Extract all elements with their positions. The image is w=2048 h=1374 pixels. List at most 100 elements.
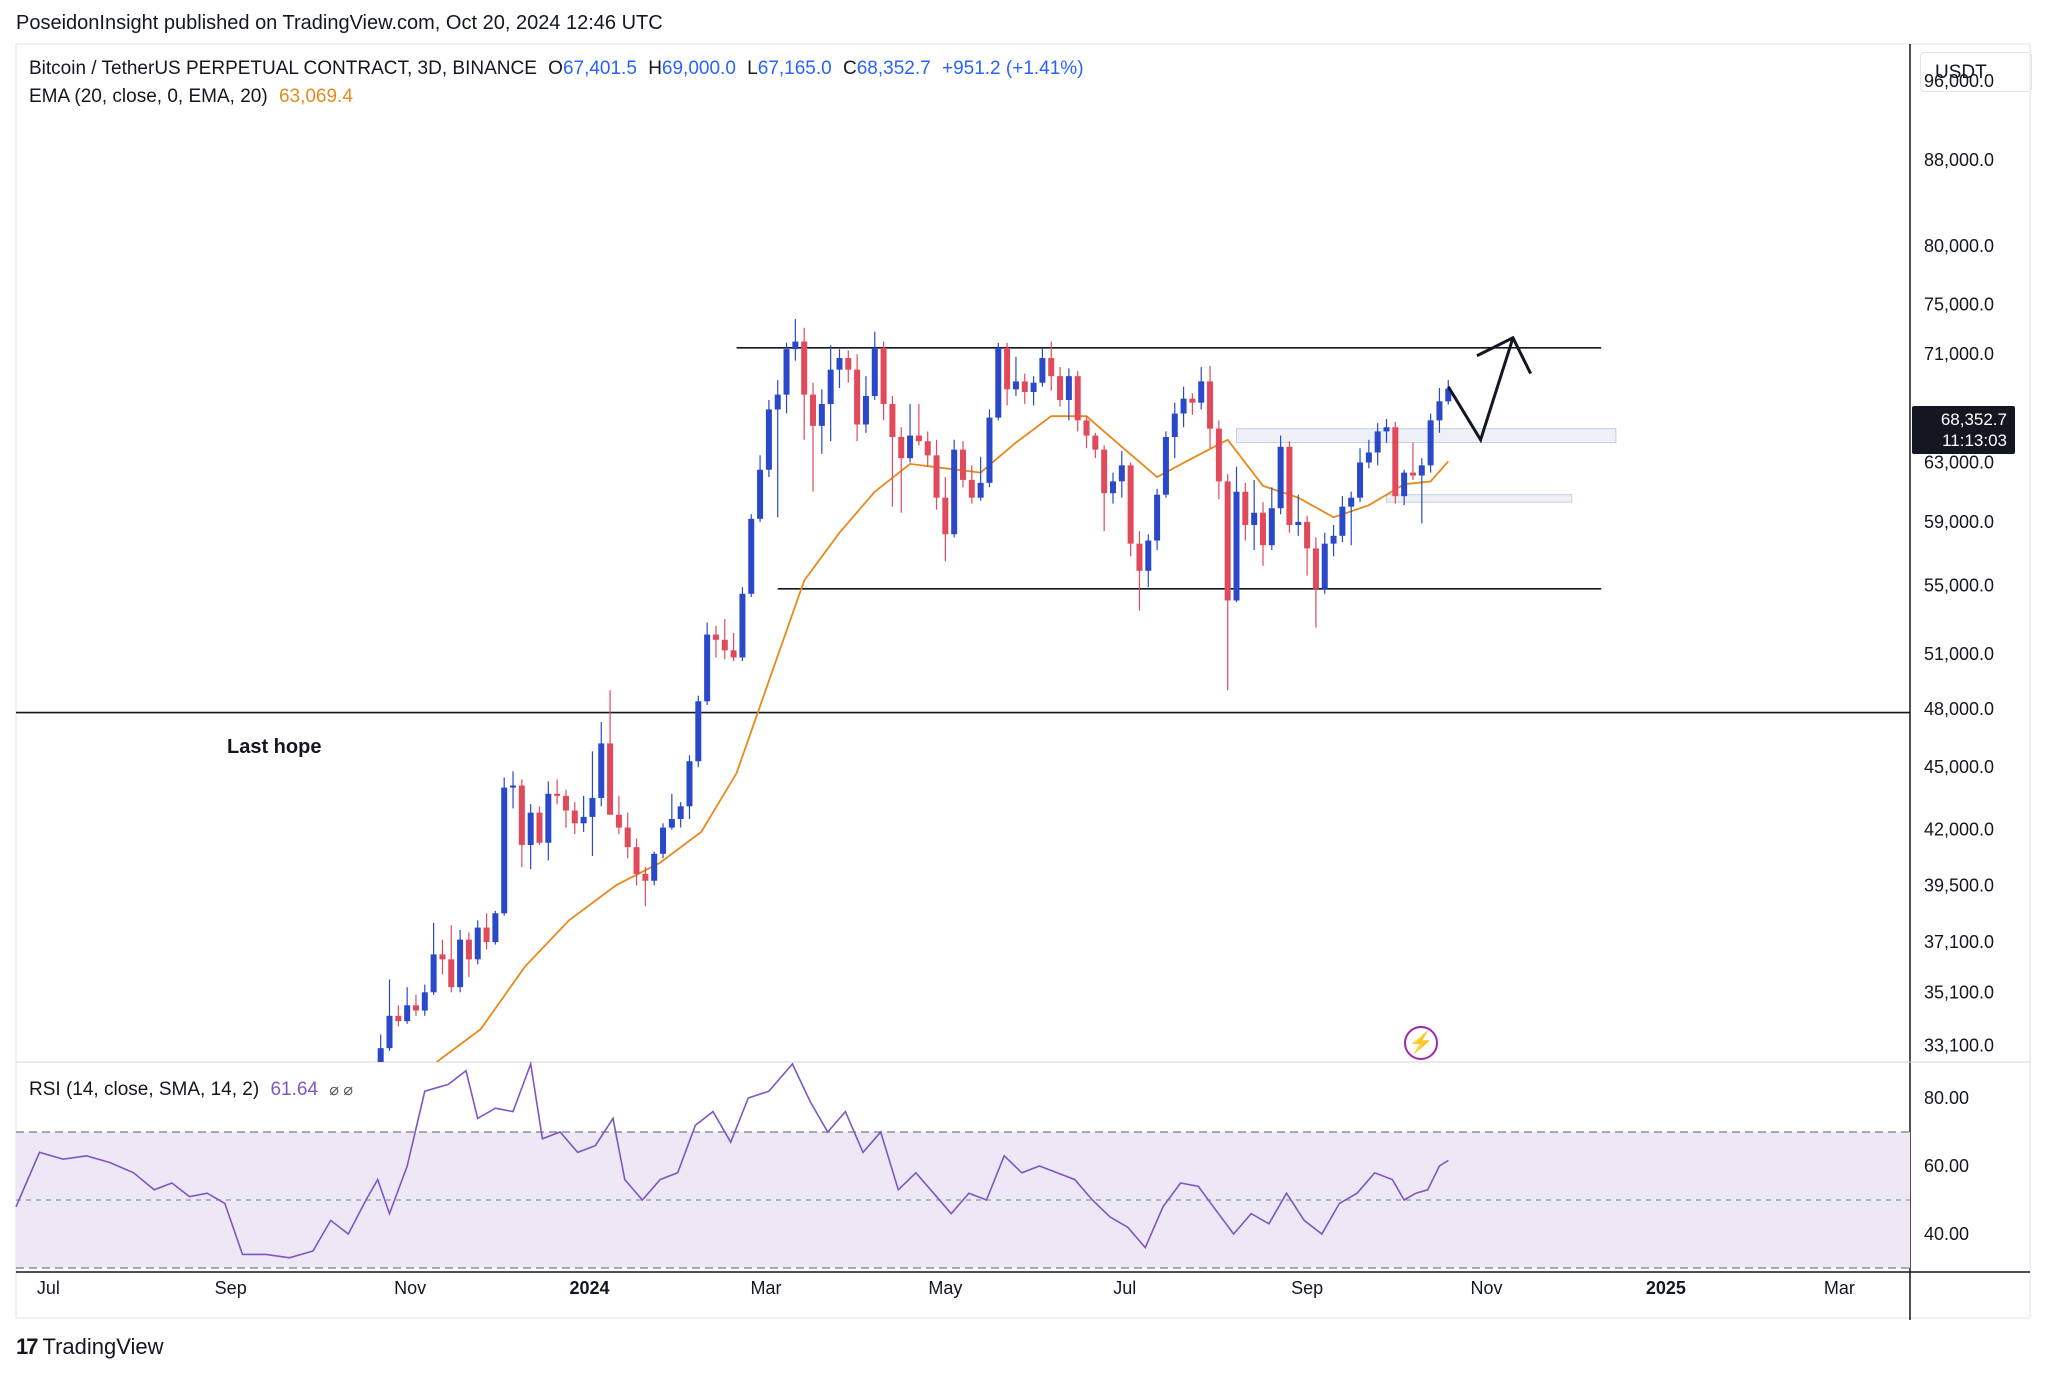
candle-body [1075, 376, 1081, 420]
close-value: 68,352.7 [857, 58, 931, 79]
candle-body [404, 1005, 410, 1021]
candle-body [1136, 544, 1142, 571]
candle-body [925, 441, 931, 455]
high-value: 69,000.0 [662, 58, 736, 79]
time-tick-label: Sep [215, 1278, 247, 1298]
candle-body [836, 358, 842, 370]
candle [1436, 388, 1442, 433]
candle-body [1154, 495, 1160, 541]
candle-body [1145, 541, 1151, 571]
candle-body [854, 370, 860, 425]
candle-body [1234, 492, 1240, 601]
last-price-tag: 68,352.7 11:13:03 [1912, 406, 2015, 454]
candle [1392, 422, 1398, 504]
ema-legend: EMA (20, close, 0, EMA, 20) 63,069.4 [29, 86, 359, 108]
chart-canvas[interactable]: 96,000.088,000.080,000.075,000.071,000.0… [0, 0, 2048, 1374]
candle [1013, 357, 1019, 396]
candle [519, 779, 525, 867]
candle-body [1384, 427, 1390, 431]
candle-body [439, 954, 445, 959]
candle-body [642, 874, 648, 881]
candle [439, 940, 445, 975]
time-tick-label: May [928, 1278, 962, 1298]
candle [1181, 387, 1187, 428]
candle-body [1331, 536, 1337, 544]
candle [457, 930, 463, 992]
candle [466, 932, 472, 977]
candle [1225, 474, 1231, 690]
support-zone [1387, 495, 1572, 502]
time-tick-label: 2025 [1646, 1278, 1686, 1298]
candle [960, 441, 966, 487]
candle [642, 867, 648, 906]
candle [1366, 440, 1372, 468]
candle-body [1410, 473, 1416, 476]
candle-body [1172, 414, 1178, 437]
candle-body [616, 815, 622, 828]
candle [1101, 445, 1107, 531]
candle-body [695, 701, 701, 761]
candle [1278, 436, 1284, 515]
candle [395, 1005, 401, 1026]
candle-body [395, 1016, 401, 1021]
candle [916, 404, 922, 445]
candle [766, 400, 772, 477]
candle [713, 626, 719, 658]
rsi-tick-label: 60.00 [1924, 1156, 1969, 1176]
candle [1198, 367, 1204, 409]
currency-selector[interactable]: USDT [1920, 52, 2032, 92]
candle [554, 779, 560, 804]
candle-body [1084, 420, 1090, 435]
candle-body [810, 395, 816, 426]
rsi-visibility-icons[interactable]: ⌀ ⌀ [329, 1082, 353, 1099]
candle-body [934, 455, 940, 497]
candle [731, 633, 737, 661]
candle-body [510, 786, 516, 788]
candle [413, 995, 419, 1016]
candle [845, 350, 851, 382]
candle [792, 319, 798, 360]
candle-body [475, 928, 481, 960]
candle [1216, 420, 1222, 499]
candle [545, 781, 551, 860]
candle-body [1313, 548, 1319, 588]
candle [651, 852, 657, 886]
candle-body [1251, 513, 1257, 525]
candle-body [1013, 381, 1019, 389]
price-tick-label: 88,000.0 [1924, 150, 1994, 170]
candle [1057, 367, 1063, 407]
candle-body [413, 1005, 419, 1010]
candle-body [625, 828, 631, 848]
open-value: 67,401.5 [563, 58, 637, 79]
candle [1154, 489, 1160, 550]
candle-body [757, 470, 763, 519]
candle [475, 920, 481, 964]
support-zone [1237, 429, 1616, 443]
candle [907, 404, 913, 462]
candle-body [951, 450, 957, 535]
candle-body [1057, 376, 1063, 400]
price-tick-label: 80,000.0 [1924, 236, 1994, 256]
candle-body [863, 396, 869, 424]
candle [863, 376, 869, 433]
candle [1075, 371, 1081, 431]
candle-body [775, 395, 781, 410]
candle [404, 987, 410, 1024]
candle-body [889, 404, 895, 437]
candle-body [1163, 437, 1169, 495]
candle [607, 690, 613, 815]
candle [510, 771, 516, 808]
candle-body [704, 635, 710, 702]
candle-body [1366, 452, 1372, 462]
candle [757, 455, 763, 522]
candle-body [669, 819, 675, 828]
candle [1234, 467, 1240, 602]
candle-body [581, 817, 587, 823]
candle [1039, 348, 1045, 387]
tradingview-logo[interactable]: 17 TradingView [16, 1334, 164, 1360]
candle-body [1322, 544, 1328, 589]
candle [660, 823, 666, 858]
candle [695, 696, 701, 768]
lightning-icon[interactable]: ⚡ [1404, 1026, 1438, 1060]
candle-body [1039, 358, 1045, 383]
